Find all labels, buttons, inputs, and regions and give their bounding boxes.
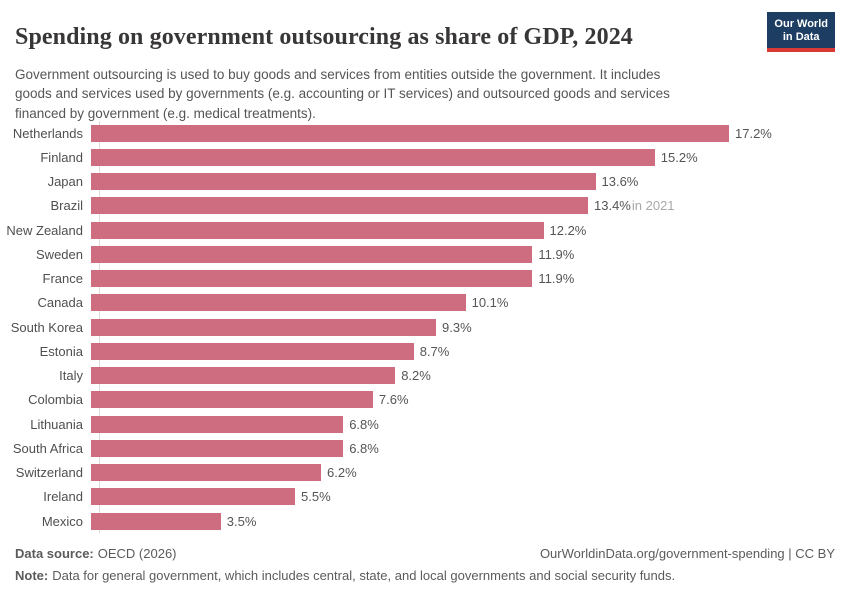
country-label: Sweden — [36, 246, 83, 262]
bar[interactable] — [91, 245, 533, 263]
country-label: Japan — [47, 174, 83, 190]
bar[interactable] — [91, 464, 321, 482]
bar-row: Japan 13.6% — [0, 170, 850, 194]
bar[interactable] — [91, 488, 295, 506]
value-label: 11.9% — [538, 271, 575, 287]
country-label: Lithuania — [30, 416, 83, 432]
subtitle-line: financed by government (e.g. medical tre… — [15, 105, 316, 121]
value-label: 15.2% — [660, 149, 698, 165]
bar-row: Brazil 13.4% in 2021 — [0, 194, 850, 218]
value-label: 7.6% — [378, 392, 409, 408]
bar[interactable] — [91, 124, 729, 142]
value-label: 3.5% — [226, 513, 257, 529]
country-label: Switzerland — [15, 465, 83, 481]
note-label: Note: — [15, 568, 49, 583]
value-label: 9.3% — [442, 319, 472, 335]
bar[interactable] — [91, 197, 588, 215]
note-text: Data for general government, which inclu… — [52, 568, 676, 583]
country-label: South Korea — [10, 319, 83, 335]
bar-row: Canada 10.1% — [0, 291, 850, 315]
bar[interactable] — [91, 318, 436, 336]
value-label: 13.6% — [601, 174, 639, 190]
bar[interactable] — [91, 391, 373, 409]
owid-logo[interactable]: Our World in Data — [767, 12, 835, 52]
bar[interactable] — [91, 294, 466, 312]
country-label: Brazil — [50, 198, 83, 214]
bar-row: France 11.9% — [0, 267, 850, 291]
bar-row: Netherlands 17.2% — [0, 121, 850, 145]
bar[interactable] — [91, 270, 533, 288]
country-label: Italy — [59, 368, 83, 384]
owid-logo-line1: Our World — [774, 18, 828, 30]
bar-row: Estonia 8.7% — [0, 339, 850, 363]
bar[interactable] — [91, 415, 344, 433]
data-source: Data source: OECD (2026) — [15, 546, 177, 561]
country-label: Canada — [37, 295, 83, 311]
bar[interactable] — [91, 342, 414, 360]
country-label: South Africa — [12, 440, 83, 456]
value-annotation: in 2021 — [631, 198, 675, 214]
bar[interactable] — [91, 439, 344, 457]
value-label: 6.2% — [327, 465, 357, 481]
value-label: 6.8% — [349, 440, 379, 456]
bar[interactable] — [91, 148, 655, 166]
country-label: Mexico — [41, 513, 83, 529]
value-label: 8.2% — [401, 368, 431, 384]
country-label: Colombia — [28, 392, 83, 408]
page-title: Spending on government outsourcing as sh… — [15, 24, 633, 51]
bar-row: Mexico 3.5% — [0, 509, 850, 533]
value-label: 5.5% — [301, 489, 331, 505]
value-label: 8.7% — [419, 343, 450, 359]
value-label: 12.2% — [549, 222, 587, 238]
value-label: 17.2% — [735, 125, 772, 141]
bar[interactable] — [91, 512, 221, 530]
value-label: 10.1% — [471, 295, 509, 311]
subtitle-line: Government outsourcing is used to buy go… — [15, 66, 661, 82]
owid-logo-line2: in Data — [782, 31, 820, 43]
country-label: France — [42, 271, 83, 287]
value-label: 6.8% — [349, 416, 379, 432]
bar[interactable] — [91, 221, 544, 239]
bar[interactable] — [91, 367, 396, 385]
country-label: Estonia — [39, 343, 83, 359]
bar-row: Finland 15.2% — [0, 145, 850, 169]
footer-url-link[interactable]: OurWorldinData.org/government-spending |… — [539, 546, 835, 561]
data-source-value: OECD (2026) — [97, 546, 177, 561]
country-label: New Zealand — [6, 222, 83, 238]
bar-row: South Africa 6.8% — [0, 436, 850, 460]
bar-row: Lithuania 6.8% — [0, 412, 850, 436]
bar[interactable] — [91, 173, 596, 191]
bar-row: Switzerland 6.2% — [0, 461, 850, 485]
subtitle-line: goods and services used by governments (… — [15, 86, 670, 101]
country-label: Ireland — [43, 489, 83, 505]
footer: Data source: OECD (2026) OurWorldinData.o… — [15, 546, 835, 561]
bar-row: Sweden 11.9% — [0, 242, 850, 266]
chart-subtitle: Government outsourcing is used to buy go… — [15, 65, 775, 124]
bar-row: New Zealand 12.2% — [0, 218, 850, 242]
country-label: Netherlands — [12, 125, 83, 141]
bar-chart: Netherlands 17.2% Finland 15.2% Japan 13… — [0, 121, 850, 533]
bar-row: South Korea 9.3% — [0, 315, 850, 339]
bar-row: Colombia 7.6% — [0, 388, 850, 412]
data-source-label: Data source: — [15, 546, 94, 561]
value-label: 13.4% — [594, 198, 631, 214]
bar-row: Italy 8.2% — [0, 364, 850, 388]
bar-row: Ireland 5.5% — [0, 485, 850, 509]
country-label: Finland — [40, 149, 83, 165]
footer-note: Note: Data for general government, which … — [15, 568, 675, 583]
value-label: 11.9% — [538, 246, 575, 262]
